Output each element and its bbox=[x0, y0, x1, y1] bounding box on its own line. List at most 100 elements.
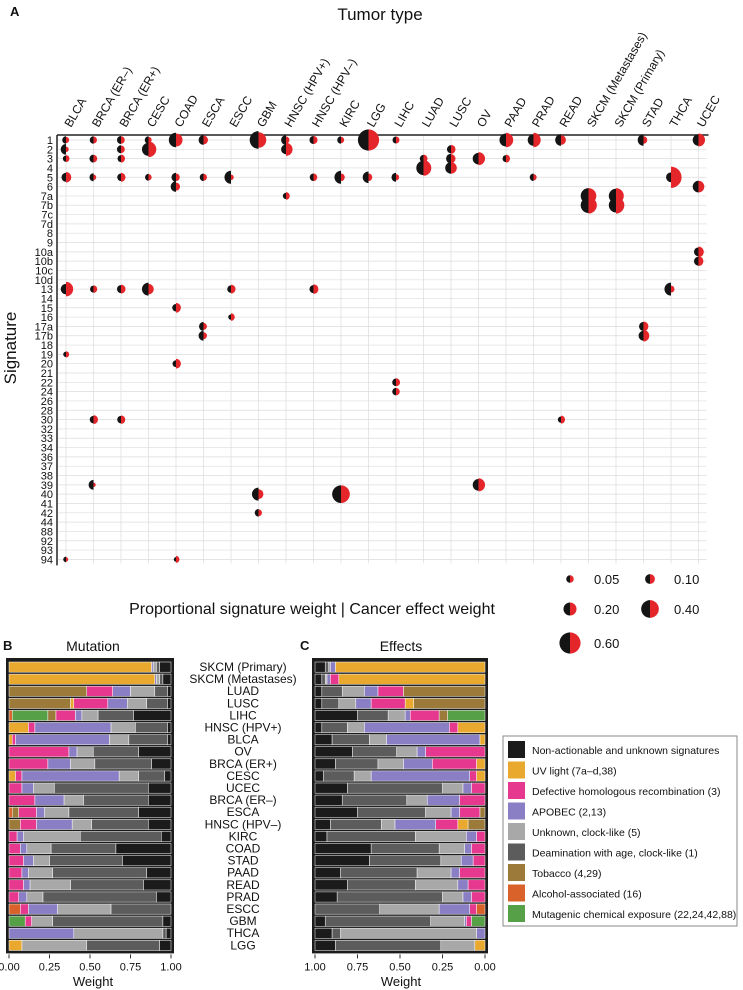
dot-signature-weight bbox=[171, 172, 176, 182]
bar-segment bbox=[460, 855, 474, 867]
bar-segment bbox=[133, 710, 172, 721]
dot-signature-weight bbox=[228, 314, 231, 320]
legend-dot-effect bbox=[570, 575, 574, 583]
dot-signature-weight bbox=[198, 321, 204, 331]
dot-signature-weight bbox=[502, 155, 506, 163]
dot-signature-weight bbox=[692, 134, 699, 146]
dot-signature-weight bbox=[419, 154, 424, 163]
dot-signature-weight bbox=[117, 155, 121, 163]
dot-effect-weight bbox=[286, 142, 293, 156]
dot-signature-weight bbox=[116, 285, 121, 294]
dot-signature-weight bbox=[472, 152, 479, 165]
category-label: LIHC bbox=[229, 708, 257, 722]
legend-label: Unknown, clock-like (5) bbox=[532, 827, 641, 839]
dot-effect-weight bbox=[66, 281, 74, 297]
panel-b-label: B bbox=[3, 638, 12, 653]
bar-segment bbox=[330, 661, 336, 673]
bar-segment bbox=[416, 746, 426, 758]
bar-segment bbox=[364, 722, 450, 733]
dot-effect-weight bbox=[258, 132, 267, 148]
bar-segment bbox=[8, 770, 16, 782]
bar-segment bbox=[26, 843, 52, 854]
bar-segment bbox=[8, 843, 21, 854]
y-tick-label: 5 bbox=[47, 172, 53, 184]
bar-segment bbox=[71, 819, 92, 830]
x-tick-label: THCA bbox=[666, 94, 694, 129]
bar-segment bbox=[21, 867, 29, 879]
dot-signature-weight bbox=[168, 132, 176, 148]
bar-segment bbox=[8, 806, 13, 818]
dot-signature-weight bbox=[60, 283, 66, 295]
bar-segment bbox=[91, 819, 149, 830]
legend-swatch bbox=[508, 864, 525, 881]
bar-segment bbox=[469, 770, 477, 782]
bar-segment bbox=[122, 855, 172, 867]
axis-tick-label: 0.50 bbox=[79, 961, 100, 973]
bar-segment bbox=[8, 915, 26, 927]
legend-swatch bbox=[508, 843, 525, 861]
dot-effect-weight bbox=[451, 144, 456, 154]
bar-segment bbox=[426, 794, 460, 806]
bar-segment bbox=[321, 673, 326, 685]
bar-segment bbox=[476, 927, 486, 939]
bar-segment bbox=[314, 903, 380, 915]
y-tick-label: 40 bbox=[41, 489, 53, 501]
bar-segment bbox=[8, 927, 75, 939]
dot-signature-weight bbox=[89, 136, 94, 144]
legend-label: Alcohol-associated (16) bbox=[532, 889, 642, 901]
x-tick-label: LGG bbox=[364, 101, 389, 130]
bar-segment bbox=[457, 879, 469, 891]
y-tick-label: 28 bbox=[41, 405, 53, 417]
y-tick-label: 20 bbox=[41, 359, 53, 371]
y-tick-label: 7c bbox=[41, 210, 53, 222]
bar-segment bbox=[28, 903, 58, 915]
bar-segment bbox=[159, 661, 172, 673]
axis-tick-label: 1.00 bbox=[160, 961, 181, 973]
dot-signature-weight bbox=[89, 173, 94, 182]
y-tick-label: 16 bbox=[41, 312, 53, 324]
panel-a-title: Tumor type bbox=[337, 5, 422, 24]
bar-segment bbox=[162, 673, 172, 685]
dot-effect-weight bbox=[698, 180, 705, 193]
bar-segment bbox=[8, 782, 23, 794]
dot-effect-weight bbox=[506, 132, 514, 148]
category-label: BRCA (ER–) bbox=[209, 793, 276, 807]
y-tick-label: 2 bbox=[47, 144, 53, 156]
bar-segment bbox=[107, 698, 128, 709]
bar-segment bbox=[462, 782, 472, 794]
x-tick-label: LUAD bbox=[419, 94, 447, 129]
dot-signature-weight bbox=[254, 509, 259, 517]
dot-effect-weight bbox=[66, 351, 70, 358]
dot-signature-weight bbox=[416, 160, 424, 176]
bar-segment bbox=[156, 673, 160, 685]
dot-effect-weight bbox=[66, 146, 69, 153]
legend-value-label: 0.40 bbox=[674, 602, 699, 617]
bar-segment bbox=[330, 673, 340, 685]
dot-effect-weight bbox=[258, 489, 264, 500]
panel-a-size-legend: 0.05 0.10 0.20 0.40 0.60 bbox=[559, 572, 699, 654]
category-label: LGG bbox=[230, 938, 255, 952]
category-label: SKCM (Primary) bbox=[199, 660, 286, 674]
bar-segment bbox=[23, 855, 34, 867]
category-label: BRCA (ER+) bbox=[209, 757, 277, 771]
dot-effect-weight bbox=[66, 136, 70, 144]
dot-effect-weight bbox=[643, 136, 648, 144]
bar-segment bbox=[340, 927, 477, 939]
dot-effect-weight bbox=[121, 284, 126, 294]
bar-segment bbox=[68, 746, 78, 758]
dot-signature-weight bbox=[62, 136, 66, 144]
dot-effect-weight bbox=[258, 509, 262, 517]
x-tick-label: CESC bbox=[144, 93, 173, 129]
dot-effect-weight bbox=[176, 302, 181, 313]
dot-signature-weight bbox=[141, 282, 149, 296]
bar-segment bbox=[467, 819, 486, 830]
bar-segment bbox=[324, 661, 329, 673]
category-label: SKCM (Metastases) bbox=[189, 672, 296, 686]
dot-effect-weight bbox=[698, 133, 706, 147]
y-tick-label: 14 bbox=[41, 293, 53, 305]
bar-segment bbox=[314, 831, 328, 842]
legend-swatch bbox=[508, 741, 525, 758]
bar-segment bbox=[471, 915, 486, 927]
dot-effect-weight bbox=[616, 196, 625, 214]
